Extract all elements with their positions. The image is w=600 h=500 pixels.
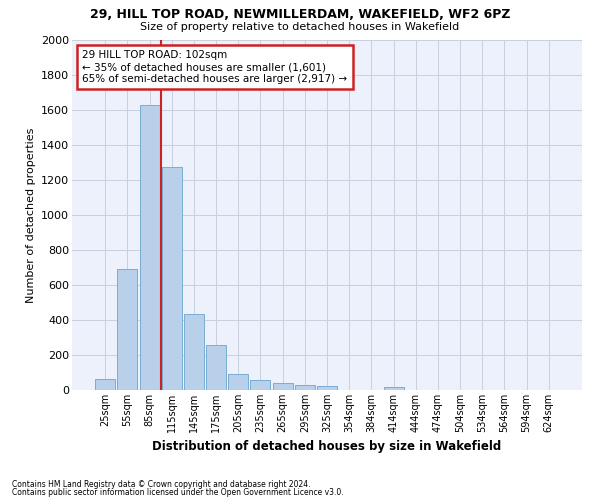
Text: Contains public sector information licensed under the Open Government Licence v3: Contains public sector information licen…	[12, 488, 344, 497]
Text: Size of property relative to detached houses in Wakefield: Size of property relative to detached ho…	[140, 22, 460, 32]
Bar	[272, 383, 293, 390]
Text: 29, HILL TOP ROAD, NEWMILLERDAM, WAKEFIELD, WF2 6PZ: 29, HILL TOP ROAD, NEWMILLERDAM, WAKEFIE…	[90, 8, 510, 20]
Bar	[295, 385, 315, 390]
Bar	[317, 386, 337, 390]
Bar	[184, 314, 204, 390]
Bar	[95, 378, 115, 390]
Bar	[140, 105, 160, 390]
X-axis label: Distribution of detached houses by size in Wakefield: Distribution of detached houses by size …	[152, 440, 502, 454]
Bar	[206, 346, 226, 390]
Bar	[162, 167, 182, 390]
Y-axis label: Number of detached properties: Number of detached properties	[26, 128, 35, 302]
Bar	[228, 374, 248, 390]
Bar	[118, 269, 137, 390]
Bar	[250, 380, 271, 390]
Text: Contains HM Land Registry data © Crown copyright and database right 2024.: Contains HM Land Registry data © Crown c…	[12, 480, 311, 489]
Text: 29 HILL TOP ROAD: 102sqm
← 35% of detached houses are smaller (1,601)
65% of sem: 29 HILL TOP ROAD: 102sqm ← 35% of detach…	[82, 50, 347, 84]
Bar	[383, 386, 404, 390]
